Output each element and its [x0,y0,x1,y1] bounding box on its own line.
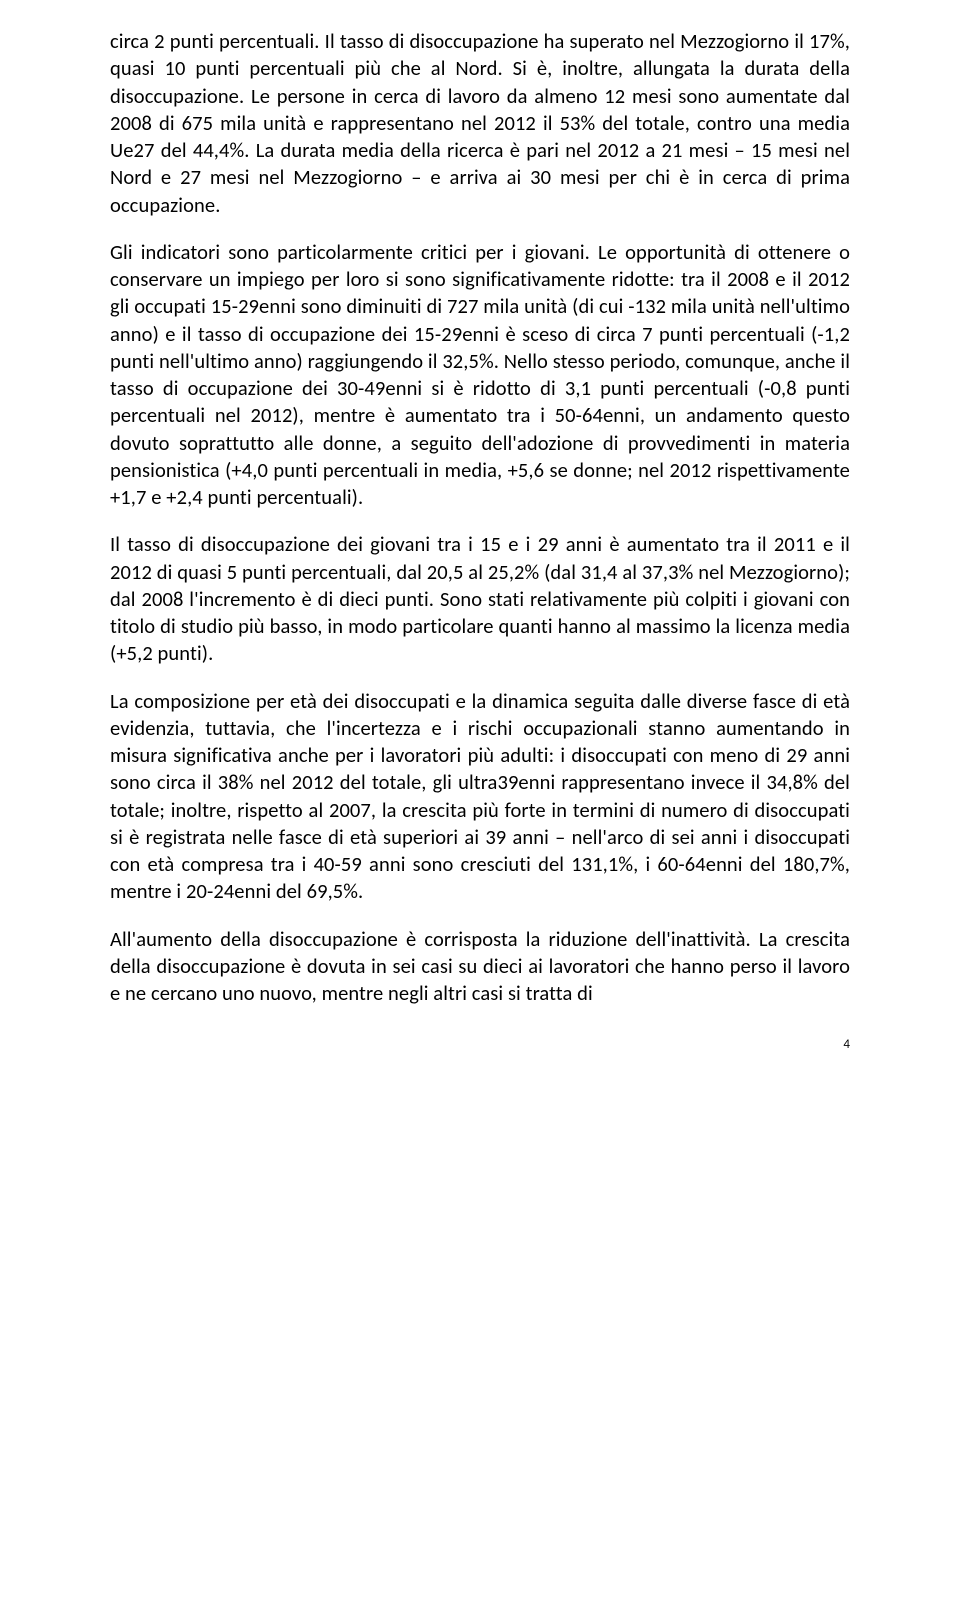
page-number: 4 [110,1037,850,1052]
body-paragraph-4: La composizione per età dei disoccupati … [110,688,850,906]
body-paragraph-5: All'aumento della disoccupazione è corri… [110,926,850,1008]
body-paragraph-3: Il tasso di disoccupazione dei giovani t… [110,531,850,667]
body-paragraph-2: Gli indicatori sono particolarmente crit… [110,239,850,512]
body-paragraph-1: circa 2 punti percentuali. Il tasso di d… [110,28,850,219]
